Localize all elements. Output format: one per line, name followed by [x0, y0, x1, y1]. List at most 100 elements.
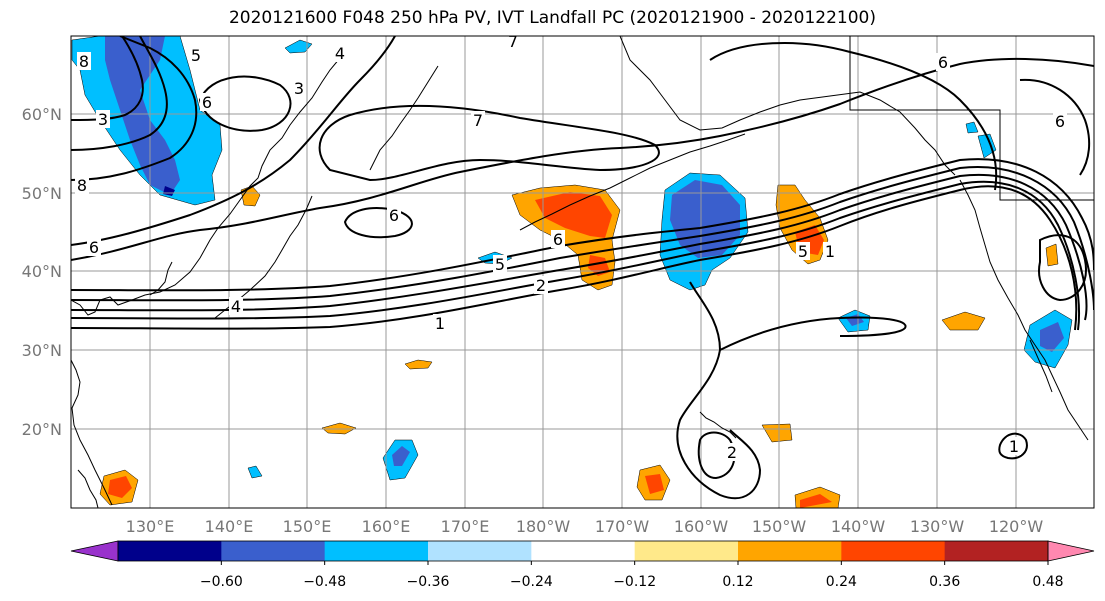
- pv-contour-14: [676, 281, 762, 500]
- contour-label: 1: [435, 314, 445, 333]
- colorbar-tick-label: −0.48: [303, 574, 346, 590]
- pv-contour-4: [71, 166, 1094, 311]
- coastline-kamchatka: [369, 65, 439, 171]
- contour-label: 5: [798, 242, 808, 261]
- longitude-tick-label: 150°E: [283, 517, 332, 536]
- coastline-aleutians: [519, 133, 746, 231]
- contour-label-bg: [493, 255, 507, 273]
- colorbar-segment: [118, 541, 222, 561]
- border-line: [849, 36, 1094, 201]
- contour-label-bg: [200, 93, 214, 111]
- contour-label-bg: [229, 297, 243, 315]
- contour-label-bg: [506, 36, 520, 50]
- contour-label: 6: [389, 206, 399, 225]
- longitude-tick-label: 160°E: [362, 517, 411, 536]
- contour-label-bg: [387, 206, 401, 224]
- latitude-labels: 60°N 50°N 40°N 30°N 20°N: [22, 105, 62, 439]
- pv-contour-11: [71, 36, 168, 151]
- graticule: [71, 36, 1094, 508]
- colorbar-tick-label: −0.24: [510, 574, 553, 590]
- pos-anomaly-small: [404, 359, 433, 370]
- contour-label: 6: [89, 238, 99, 257]
- latitude-tick-label: 20°N: [22, 420, 62, 439]
- contour-label-bg: [189, 46, 203, 64]
- contour-label-bg: [796, 242, 810, 260]
- latitude-tick-label: 30°N: [22, 341, 62, 360]
- coastline-alaska: [619, 36, 956, 176]
- pv-contour-19: [1019, 78, 1091, 176]
- colorbar: [70, 540, 1095, 562]
- colorbar-segment: [324, 541, 429, 561]
- contour-label-bg: [1007, 437, 1021, 455]
- colorbar-tick-label: 0.24: [826, 574, 857, 590]
- coastline-korea: [149, 261, 173, 296]
- contour-label-bg: [433, 314, 447, 332]
- contour-label-bg: [87, 238, 101, 256]
- pv-contour-18: [709, 42, 998, 191]
- contour-label: 6: [553, 230, 563, 249]
- contour-label-bg: [823, 242, 837, 260]
- pv-contour-1: [71, 185, 1078, 331]
- contour-label: 2: [727, 443, 737, 462]
- contour-label: 7: [508, 32, 518, 51]
- longitude-tick-label: 170°W: [595, 517, 650, 536]
- colorbar-frame: [117, 540, 1049, 562]
- longitude-tick-label: 140°E: [205, 517, 254, 536]
- pv-contour-3: [71, 173, 1088, 321]
- colorbar-tick-label: 0.48: [1032, 574, 1063, 590]
- pv-contour-16: [697, 431, 736, 480]
- coastline-philippines: [77, 469, 99, 508]
- neg-anomaly-small: [284, 39, 313, 54]
- pos-anomaly-core: [108, 476, 132, 498]
- longitude-tick-label: 120°W: [989, 517, 1044, 536]
- contour-label-bg: [551, 230, 565, 248]
- pos-anomaly-core: [800, 494, 832, 508]
- longitude-tick-label: 170°E: [441, 517, 490, 536]
- pv-contour-2: [71, 180, 1081, 331]
- colorbar-tick-label: 0.12: [722, 574, 753, 590]
- coastline-north-america: [959, 179, 1089, 441]
- contour-label: 5: [191, 46, 201, 65]
- colorbar-tick-label: −0.12: [613, 574, 656, 590]
- contour-label: 1: [1009, 437, 1019, 456]
- contour-label: 4: [335, 44, 345, 63]
- pos-anomaly-small: [1045, 243, 1059, 267]
- contour-label: 8: [77, 176, 87, 195]
- colorbar-tick-label: −0.36: [407, 574, 450, 590]
- colorbar-segment: [531, 541, 636, 561]
- contour-label-bg: [534, 276, 548, 294]
- longitude-tick-label: 150°W: [752, 517, 807, 536]
- pv-contour-17: [998, 432, 1028, 460]
- neg-anomaly-core: [1040, 322, 1064, 352]
- colorbar-segment: [738, 541, 842, 561]
- colorbar-tick-label: 0.36: [929, 574, 960, 590]
- coastline-baja: [1029, 339, 1053, 393]
- latitude-tick-label: 40°N: [22, 262, 62, 281]
- colorbar-segment: [428, 541, 532, 561]
- contour-label: 3: [294, 79, 304, 98]
- map-frame: [70, 35, 1095, 509]
- pos-anomaly-small: [941, 311, 986, 331]
- contour-label: 1: [825, 242, 835, 261]
- contour-label-bg: [1053, 112, 1067, 130]
- colorbar-tick-label: −0.60: [200, 574, 243, 590]
- longitude-labels: 130°E 140°E 150°E 160°E 170°E 180°W 170°W 160°W…: [126, 517, 1044, 536]
- longitude-tick-label: 160°W: [674, 517, 729, 536]
- pos-anomaly-core: [535, 192, 612, 238]
- pv-contour-9: [198, 75, 292, 132]
- contour-label: 7: [473, 111, 483, 130]
- latitude-tick-label: 60°N: [22, 105, 62, 124]
- pos-anomaly-core: [645, 474, 664, 494]
- contour-label-bg: [75, 176, 89, 194]
- colorbar-extend-low: [70, 540, 119, 562]
- neg-anomaly-small: [965, 121, 979, 134]
- contour-label-bg: [292, 79, 306, 97]
- colorbar-tick-labels: −0.60 −0.48 −0.36 −0.24 −0.12 0.12 0.24 0.36 0.4…: [200, 561, 1064, 590]
- contour-label-bg: [936, 53, 950, 71]
- contour-label-bg: [471, 111, 485, 129]
- pv-contour-13: [71, 36, 396, 246]
- coastline-asia: [71, 57, 341, 316]
- contour-label: 3: [98, 110, 108, 129]
